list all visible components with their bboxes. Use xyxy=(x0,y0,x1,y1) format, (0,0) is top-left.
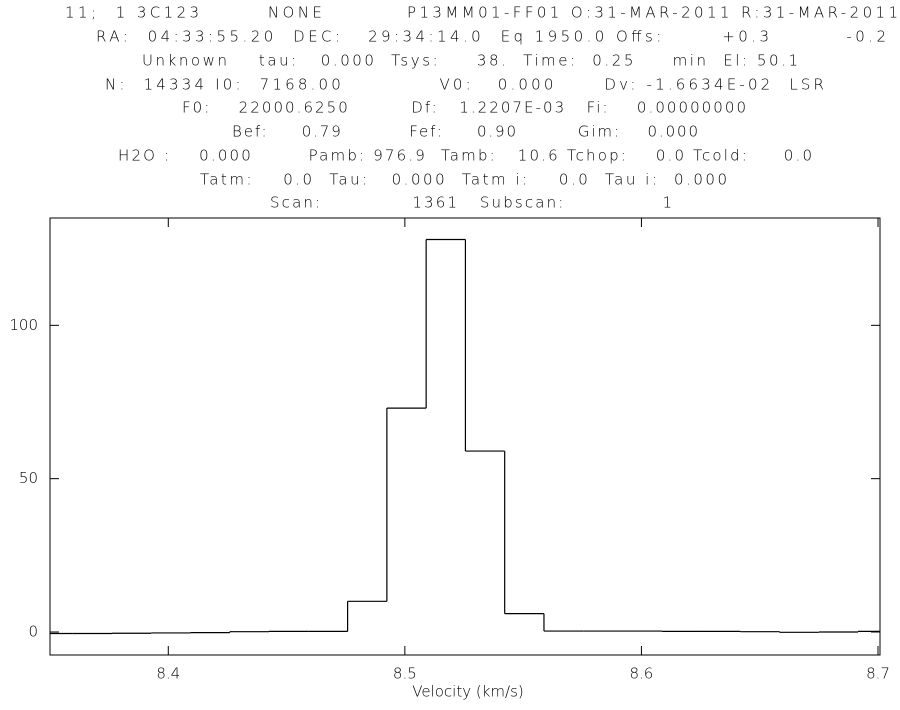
y-tick-label: 0 xyxy=(28,623,38,641)
x-tick-label: 8.6 xyxy=(629,665,653,683)
x-tick-label: 8.4 xyxy=(156,665,180,683)
y-tick-label: 100 xyxy=(9,316,38,334)
x-tick-label: 8.7 xyxy=(866,665,890,683)
x-tick-label: 8.5 xyxy=(393,665,417,683)
header-line: N: 14334 I0: 7168.00 V0: 0.000 Dv: -1.66… xyxy=(105,76,824,94)
header-line: Scan: 1361 Subscan: 1 xyxy=(270,194,672,212)
plot-frame xyxy=(49,217,881,656)
header-line: 11; 1 3C123 NONE P13MM01-FF01 O:31-MAR-2… xyxy=(65,4,898,22)
header-line: H2O : 0.000 Pamb: 976.9 Tamb: 10.6 Tchop… xyxy=(118,147,812,165)
header-line: Tatm: 0.0 Tau: 0.000 Tatm i: 0.0 Tau i: … xyxy=(200,171,727,189)
header-line: Unknown tau: 0.000 Tsys: 38. Time: 0.25 … xyxy=(142,52,798,70)
plot-area xyxy=(50,238,880,635)
x-axis-label: Velocity (km/s) xyxy=(412,683,523,701)
y-tick-label: 50 xyxy=(19,469,38,487)
header-line: F0: 22000.6250 Df: 1.2207E-03 Fi: 0.0000… xyxy=(182,99,746,117)
header-line: Bef: 0.79 Fef: 0.90 Gim: 0.000 xyxy=(232,123,698,141)
header-line: RA: 04:33:55.20 DEC: 29:34:14.0 Eq 1950.… xyxy=(96,28,886,46)
